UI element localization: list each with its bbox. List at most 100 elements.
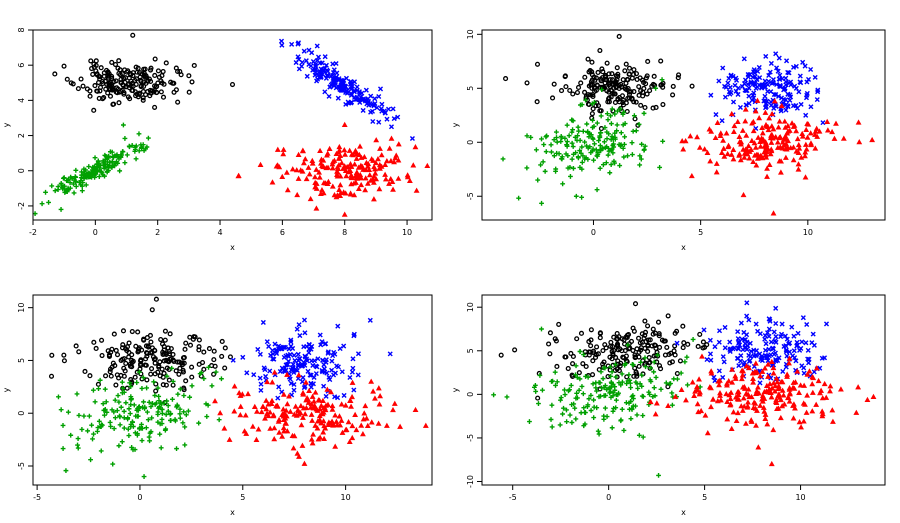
plot-points [32, 32, 431, 217]
data-point-plus [122, 160, 128, 166]
data-point-circle [665, 313, 671, 319]
data-point-triangle [373, 137, 380, 143]
data-point-circle [103, 373, 109, 379]
data-point-plus [58, 207, 64, 212]
data-point-triangle [334, 169, 341, 175]
data-point-plus [610, 150, 616, 156]
data-point-triangle [366, 166, 373, 172]
data-point-plus [554, 135, 559, 140]
data-point-circle [597, 335, 603, 341]
data-point-circle [132, 374, 138, 380]
data-point-plus [164, 373, 170, 379]
data-point-plus [609, 425, 615, 431]
data-point-triangle [322, 425, 329, 431]
data-point-circle [672, 330, 678, 336]
data-point-triangle [790, 415, 797, 421]
data-point-triangle [759, 124, 766, 130]
data-point-triangle [279, 433, 286, 439]
data-point-triangle [819, 413, 826, 419]
data-point-plus [158, 445, 164, 451]
plot-points [48, 296, 429, 479]
data-point-cross [341, 392, 347, 398]
data-point-plus [609, 384, 614, 390]
data-point-triangle [753, 422, 759, 428]
data-point-circle [162, 337, 168, 343]
data-point-cross [299, 379, 305, 385]
data-point-triangle [754, 97, 761, 103]
data-point-cross [782, 333, 788, 339]
data-point-triangle [763, 382, 770, 388]
data-point-circle [624, 76, 630, 83]
data-point-plus [76, 413, 82, 418]
data-point-plus [590, 381, 596, 387]
data-point-plus [150, 401, 155, 406]
data-point-plus [117, 413, 122, 419]
data-point-triangle [329, 165, 336, 171]
data-point-plus [96, 386, 101, 392]
data-point-triangle [243, 430, 250, 436]
data-point-triangle [337, 152, 344, 159]
data-point-cross [781, 97, 787, 103]
data-point-plus [594, 388, 599, 394]
data-point-triangle [748, 418, 755, 424]
data-point-circle [109, 87, 115, 93]
data-point-triangle [783, 140, 790, 147]
data-point-plus [135, 413, 141, 419]
data-point-triangle [761, 143, 768, 149]
data-point-triangle [309, 160, 316, 166]
data-point-cross [331, 67, 337, 73]
data-point-triangle [361, 410, 368, 416]
data-point-circle [598, 108, 604, 114]
data-point-circle [633, 369, 639, 375]
data-point-cross [786, 80, 792, 86]
data-point-circle [624, 108, 630, 115]
data-point-triangle [809, 389, 816, 395]
data-point-cross [335, 323, 341, 329]
data-point-cross [326, 93, 332, 99]
data-point-triangle [853, 409, 860, 415]
data-point-triangle [809, 381, 816, 387]
x-axis-label: x [681, 508, 686, 517]
data-point-circle [558, 88, 565, 94]
data-point-cross [279, 42, 285, 48]
data-point-cross [331, 82, 337, 88]
data-point-triangle [730, 128, 737, 134]
data-point-plus [548, 417, 554, 422]
data-point-circle [614, 341, 621, 347]
data-point-triangle [814, 133, 821, 139]
data-point-cross [303, 58, 309, 64]
data-point-circle [52, 71, 58, 77]
data-point-plus [97, 377, 103, 383]
data-point-plus [126, 406, 132, 412]
data-point-plus [579, 144, 585, 150]
data-point-triangle [772, 382, 779, 389]
data-point-cross [803, 112, 809, 118]
data-point-cross [743, 102, 749, 108]
data-point-cross [812, 74, 818, 80]
data-point-cross [783, 349, 789, 355]
data-point-triangle [716, 382, 722, 388]
data-point-circle [152, 371, 158, 377]
data-point-triangle [404, 173, 411, 180]
data-point-circle [570, 353, 576, 359]
data-point-triangle [790, 384, 796, 390]
data-point-triangle [744, 151, 751, 157]
data-point-triangle [337, 422, 344, 428]
data-point-triangle [816, 128, 823, 134]
data-point-cross [745, 71, 751, 78]
data-point-cross [783, 347, 789, 353]
data-point-circle [585, 56, 591, 62]
data-point-cross [744, 339, 750, 345]
data-point-cross [777, 82, 783, 88]
data-point-circle [604, 60, 610, 66]
data-point-plus [559, 135, 565, 141]
data-point-circle [680, 345, 686, 351]
data-point-circle [82, 368, 88, 375]
data-point-triangle [804, 371, 811, 377]
data-point-triangle [758, 154, 765, 160]
data-point-cross [727, 347, 733, 353]
data-point-plus [616, 390, 621, 396]
data-point-triangle [412, 144, 419, 150]
data-point-plus [129, 143, 135, 148]
data-point-triangle [375, 385, 382, 391]
